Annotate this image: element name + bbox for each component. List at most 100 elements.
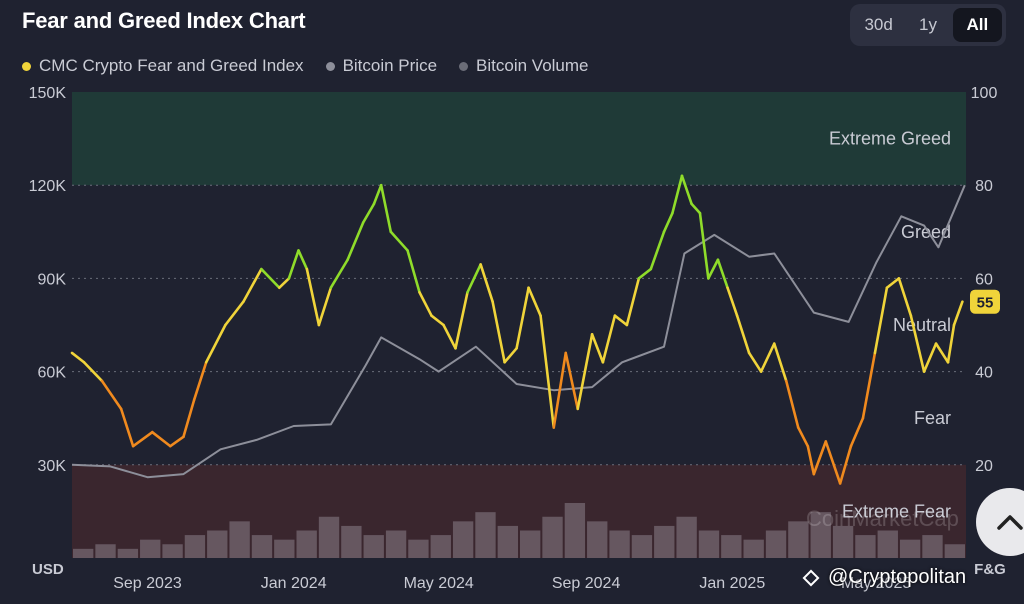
right-axis-tick: 100 bbox=[971, 85, 998, 102]
fear-greed-segment bbox=[698, 211, 710, 280]
legend-label-fear-greed: CMC Crypto Fear and Greed Index bbox=[39, 56, 304, 75]
volume-bar bbox=[743, 539, 764, 558]
fear-greed-segment bbox=[759, 342, 776, 373]
volume-bar bbox=[73, 548, 94, 558]
volume-bar bbox=[341, 525, 362, 558]
volume-bar bbox=[765, 530, 787, 558]
fear-greed-segment bbox=[372, 183, 383, 206]
fear-greed-segment bbox=[885, 277, 901, 290]
legend-item-bitcoin-price[interactable]: Bitcoin Price bbox=[325, 56, 438, 76]
volume-bar bbox=[676, 516, 697, 558]
volume-bar bbox=[251, 535, 273, 558]
fear-greed-segment bbox=[131, 430, 154, 448]
volume-bar bbox=[721, 535, 742, 558]
fear-greed-segment bbox=[442, 323, 457, 350]
fear-greed-segment bbox=[690, 202, 702, 215]
right-axis-tick: 60 bbox=[975, 271, 993, 288]
volume-bar bbox=[475, 512, 496, 558]
fear-greed-segment bbox=[824, 440, 842, 485]
fear-greed-segment bbox=[168, 435, 185, 448]
volume-bar bbox=[274, 539, 295, 558]
fear-greed-segment bbox=[601, 314, 617, 364]
volume-bar bbox=[184, 535, 206, 558]
range-all-button[interactable]: All bbox=[952, 8, 1002, 42]
fear-greed-segment bbox=[539, 314, 556, 429]
volume-bar bbox=[922, 535, 943, 558]
right-axis-tick: 20 bbox=[975, 458, 993, 475]
fear-greed-segment bbox=[726, 286, 739, 317]
fear-greed-segment bbox=[82, 360, 104, 383]
fear-greed-segment bbox=[491, 300, 506, 364]
volume-bar bbox=[698, 530, 720, 558]
fear-greed-segment bbox=[564, 351, 580, 411]
range-30d-button[interactable]: 30d bbox=[864, 15, 893, 34]
right-axis-tick: 80 bbox=[975, 178, 993, 195]
fear-greed-segment bbox=[479, 263, 494, 304]
zone-label: Extreme Greed bbox=[829, 129, 951, 149]
chart-legend: CMC Crypto Fear and Greed Index Bitcoin … bbox=[22, 56, 589, 76]
fear-greed-segment bbox=[305, 267, 321, 327]
x-axis-tick: Jan 2024 bbox=[261, 575, 327, 592]
fear-greed-segment bbox=[849, 416, 865, 448]
fear-greed-segment bbox=[716, 258, 729, 290]
volume-bar bbox=[654, 525, 675, 558]
fear-greed-segment bbox=[613, 314, 629, 327]
fear-greed-segment bbox=[590, 333, 605, 364]
x-axis-tick: May 2024 bbox=[404, 575, 474, 592]
volume-bar bbox=[564, 503, 586, 558]
zone-label: Extreme Fear bbox=[842, 501, 951, 521]
fear-greed-segment bbox=[346, 221, 365, 262]
fear-greed-segment bbox=[772, 342, 788, 383]
volume-bar bbox=[899, 539, 921, 558]
fear-greed-segment bbox=[649, 230, 666, 271]
fear-greed-segment bbox=[454, 291, 469, 350]
volume-bar bbox=[877, 530, 898, 558]
fear-greed-segment bbox=[796, 426, 810, 448]
left-axis-tick: 150K bbox=[29, 85, 67, 102]
fear-greed-segment bbox=[747, 351, 763, 373]
volume-bar bbox=[140, 539, 161, 558]
fear-greed-segment bbox=[119, 407, 135, 448]
volume-bar bbox=[385, 530, 407, 558]
x-axis-tick: May 2025 bbox=[841, 575, 911, 592]
fear-greed-segment bbox=[379, 183, 393, 234]
legend-item-bitcoin-volume[interactable]: Bitcoin Volume bbox=[459, 56, 589, 76]
volume-bar bbox=[520, 530, 541, 558]
scroll-top-button[interactable] bbox=[976, 488, 1024, 556]
volume-bar bbox=[788, 521, 809, 558]
current-value-badge bbox=[970, 289, 1000, 314]
volume-bar bbox=[363, 535, 384, 558]
volume-bar bbox=[430, 535, 451, 558]
fear-greed-segment bbox=[515, 286, 530, 350]
volume-bar bbox=[609, 530, 630, 558]
left-axis-tick: 30K bbox=[38, 458, 67, 475]
volume-bar bbox=[162, 544, 183, 558]
volume-bar bbox=[229, 521, 250, 558]
fear-greed-segment bbox=[680, 174, 693, 206]
volume-bar bbox=[207, 530, 228, 558]
fear-greed-segment bbox=[224, 300, 245, 327]
fear-greed-segment bbox=[260, 267, 281, 290]
time-range-selector: 30d 1y All bbox=[850, 4, 1006, 46]
fear-greed-segment bbox=[182, 398, 196, 439]
volume-bar bbox=[452, 521, 474, 558]
credit-watermark: @Cryptopolitan bbox=[800, 566, 966, 589]
left-axis-tick: 60K bbox=[38, 365, 67, 382]
chart-title: Fear and Greed Index Chart bbox=[22, 8, 306, 33]
fear-greed-segment bbox=[150, 430, 172, 448]
volume-bar bbox=[832, 525, 854, 558]
fear-greed-segment bbox=[909, 314, 926, 373]
fear-greed-segment bbox=[873, 286, 889, 355]
bitcoin-price-line bbox=[71, 184, 966, 479]
range-1y-button[interactable]: 1y bbox=[919, 15, 937, 34]
fear-greed-segment bbox=[671, 174, 684, 215]
fear-greed-segment bbox=[503, 346, 518, 364]
legend-label-bitcoin-price: Bitcoin Price bbox=[342, 56, 438, 75]
legend-item-fear-greed[interactable]: CMC Crypto Fear and Greed Index bbox=[22, 56, 304, 76]
volume-bar bbox=[117, 548, 139, 558]
fear-greed-segment bbox=[934, 342, 950, 364]
fear-greed-segment bbox=[278, 277, 291, 290]
legend-dot-bitcoin-price bbox=[325, 61, 335, 71]
fear-greed-segment bbox=[100, 379, 123, 411]
